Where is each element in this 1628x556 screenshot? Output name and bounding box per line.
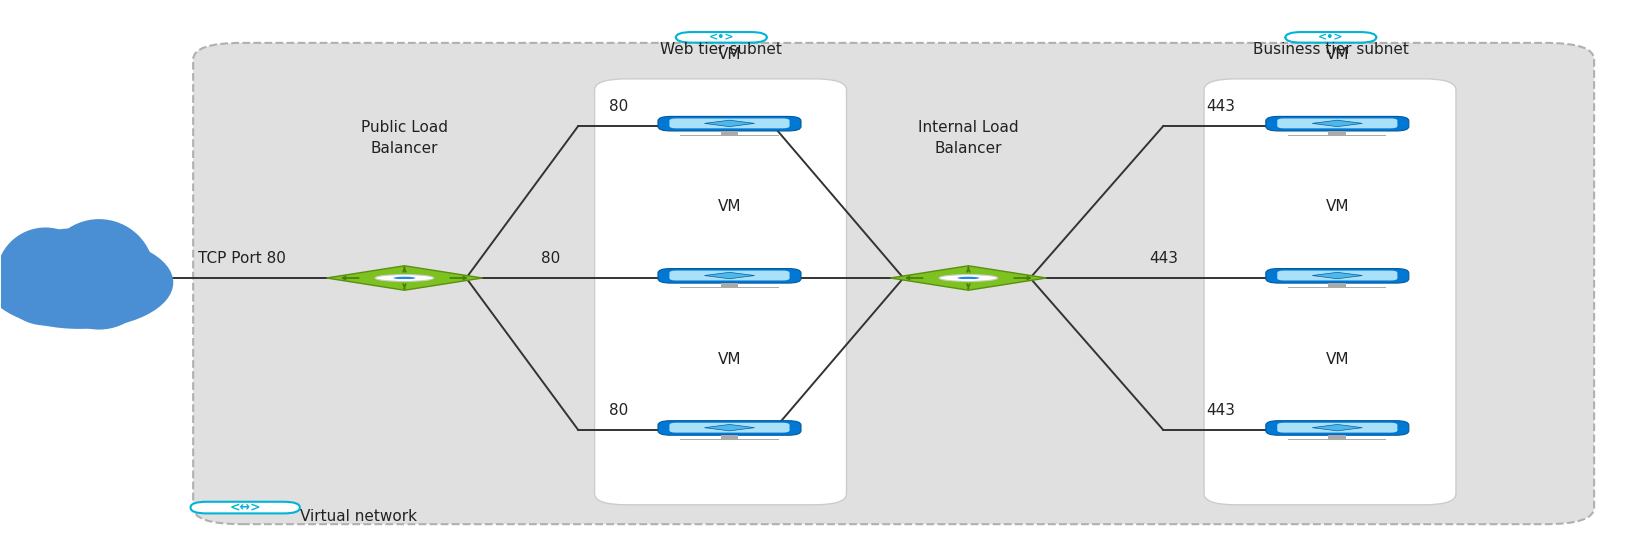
Text: 443: 443 (1206, 403, 1234, 418)
Bar (721, 131, 739, 135)
FancyBboxPatch shape (1278, 423, 1397, 433)
FancyBboxPatch shape (658, 421, 801, 435)
Ellipse shape (44, 219, 155, 330)
Ellipse shape (374, 275, 433, 281)
FancyBboxPatch shape (594, 79, 847, 505)
Polygon shape (705, 424, 754, 431)
Bar (681, 439, 778, 440)
FancyBboxPatch shape (1205, 79, 1455, 505)
FancyBboxPatch shape (1267, 116, 1408, 131)
Polygon shape (327, 266, 482, 290)
Bar (721, 435, 739, 439)
Ellipse shape (962, 279, 975, 281)
Bar (1328, 283, 1346, 287)
FancyBboxPatch shape (1267, 269, 1408, 283)
Text: <•>: <•> (708, 32, 734, 42)
Bar (1288, 287, 1387, 288)
Text: VM: VM (1325, 351, 1350, 366)
Text: VM: VM (718, 351, 741, 366)
FancyBboxPatch shape (1267, 421, 1408, 435)
FancyBboxPatch shape (1286, 32, 1376, 43)
FancyBboxPatch shape (669, 118, 790, 128)
Bar (721, 283, 739, 287)
Polygon shape (891, 266, 1047, 290)
Ellipse shape (23, 229, 116, 314)
Polygon shape (705, 120, 754, 127)
Text: 80: 80 (609, 403, 628, 418)
FancyBboxPatch shape (669, 271, 790, 280)
FancyBboxPatch shape (190, 502, 300, 513)
Bar (681, 135, 778, 136)
FancyBboxPatch shape (194, 43, 1594, 524)
Bar (1328, 435, 1346, 439)
Text: 443: 443 (1206, 99, 1234, 113)
FancyBboxPatch shape (676, 32, 767, 43)
Text: <↔>: <↔> (230, 501, 260, 514)
Polygon shape (1312, 424, 1363, 431)
Ellipse shape (939, 275, 998, 281)
Polygon shape (1312, 272, 1363, 279)
Text: VM: VM (1325, 47, 1350, 62)
FancyBboxPatch shape (1278, 118, 1397, 128)
Text: TCP Port 80: TCP Port 80 (199, 251, 287, 266)
Text: Public Load
Balancer: Public Load Balancer (361, 120, 448, 156)
FancyBboxPatch shape (1278, 271, 1397, 280)
Ellipse shape (0, 236, 173, 329)
Ellipse shape (0, 227, 94, 325)
FancyBboxPatch shape (669, 423, 790, 433)
Text: Web tier subnet: Web tier subnet (661, 42, 783, 57)
Text: <•>: <•> (1319, 32, 1343, 42)
Text: 80: 80 (609, 99, 628, 113)
Text: 443: 443 (1149, 251, 1179, 266)
Text: VM: VM (1325, 200, 1350, 215)
Polygon shape (1312, 120, 1363, 127)
Bar (1328, 131, 1346, 135)
FancyBboxPatch shape (658, 116, 801, 131)
Bar (1288, 135, 1387, 136)
Text: Internal Load
Balancer: Internal Load Balancer (918, 120, 1019, 156)
Text: Virtual network: Virtual network (301, 509, 417, 524)
Text: 80: 80 (540, 251, 560, 266)
Bar (1288, 439, 1387, 440)
Bar (681, 287, 778, 288)
Text: Business tier subnet: Business tier subnet (1254, 42, 1408, 57)
Text: VM: VM (718, 200, 741, 215)
Polygon shape (705, 272, 754, 279)
Ellipse shape (394, 277, 415, 279)
Ellipse shape (399, 279, 410, 281)
FancyBboxPatch shape (658, 269, 801, 283)
Ellipse shape (957, 277, 980, 279)
Text: VM: VM (718, 47, 741, 62)
